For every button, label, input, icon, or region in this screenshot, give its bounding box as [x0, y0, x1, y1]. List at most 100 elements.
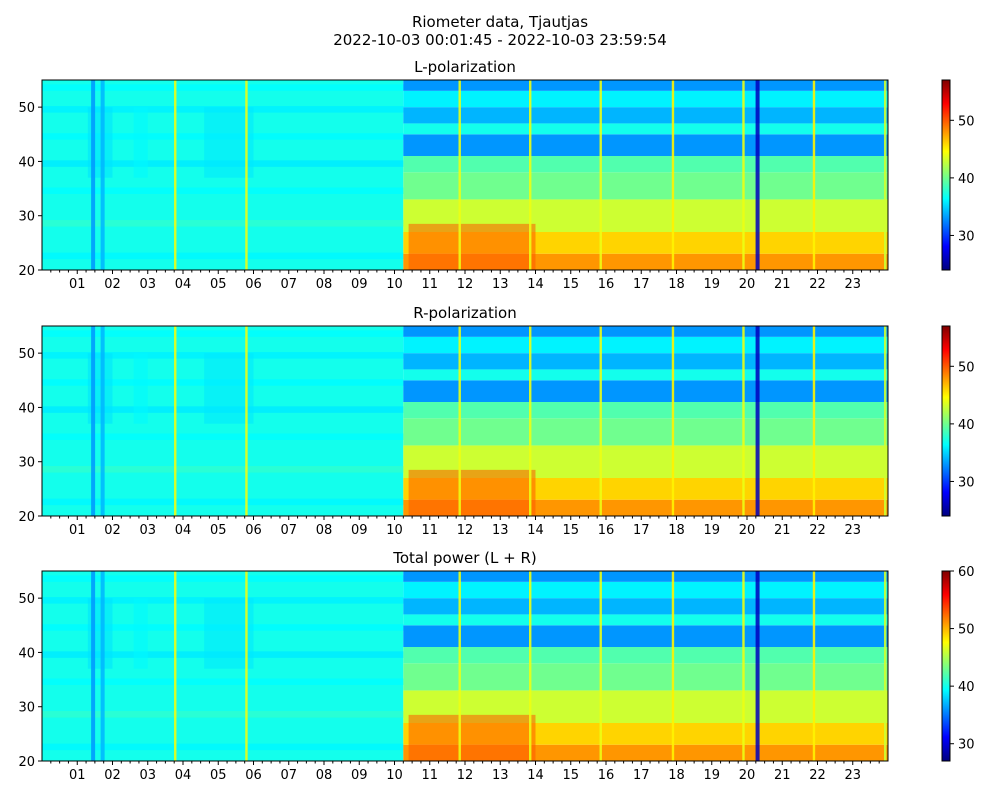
y-tick-label: 30 [18, 456, 35, 471]
heatmap-zone [408, 714, 536, 761]
heatmap-spike [812, 571, 816, 761]
x-tick-label: 15 [562, 277, 579, 292]
heatmap-band [403, 353, 888, 370]
heatmap-spike [458, 571, 461, 761]
heatmap-dip [755, 571, 760, 761]
x-tick-label: 10 [386, 523, 403, 538]
heatmap-spike [529, 571, 532, 761]
x-tick-label: 02 [104, 277, 121, 292]
x-tick-label: 10 [386, 277, 403, 292]
x-tick-label: 02 [104, 768, 121, 783]
heatmap-spike [812, 80, 816, 270]
heatmap-spike [245, 326, 248, 516]
x-tick-label: 22 [809, 768, 826, 783]
colorbar-tick-label: 50 [958, 114, 975, 129]
heatmap-spike [458, 80, 461, 270]
y-tick-label: 20 [18, 755, 35, 770]
heatmap-band [403, 123, 888, 135]
y-tick-label: 50 [18, 592, 35, 607]
heatmap-band [42, 220, 404, 227]
x-tick-label: 21 [774, 277, 791, 292]
colorbar-tick-label: 30 [958, 475, 975, 490]
x-tick-label: 23 [844, 768, 861, 783]
figure-title-line1: Riometer data, Tjautjas [412, 13, 588, 31]
x-tick-label: 08 [316, 768, 333, 783]
x-tick-label: 13 [492, 277, 509, 292]
heatmap-spike [812, 326, 816, 516]
x-tick-label: 07 [280, 523, 297, 538]
x-tick-label: 18 [668, 277, 685, 292]
heatmap-band [403, 598, 888, 615]
x-tick-label: 03 [139, 523, 156, 538]
panel-2: R-polarization 20 30 40 50 01 02 03 04 05 06 07 08 09… [18, 304, 974, 538]
y-tick-label: 40 [18, 401, 35, 416]
x-tick-label: 22 [809, 523, 826, 538]
heatmap-dip [755, 326, 760, 516]
colorbar-tick-label: 40 [958, 680, 975, 695]
x-tick-label: 19 [703, 277, 720, 292]
heatmap-band [403, 663, 888, 691]
heatmap-band [403, 172, 888, 200]
x-tick-label: 05 [210, 523, 227, 538]
heatmap-band [403, 369, 888, 381]
heatmap [42, 571, 888, 761]
heatmap-band [42, 252, 404, 260]
x-tick-label: 08 [316, 277, 333, 292]
heatmap-band [403, 380, 888, 402]
heatmap-zone [133, 353, 148, 424]
x-tick-label: 04 [175, 523, 192, 538]
colorbar-tick-label: 40 [958, 172, 975, 187]
heatmap-spike [245, 80, 248, 270]
heatmap-band [403, 418, 888, 446]
y-tick-label: 50 [18, 101, 35, 116]
heatmap-band [403, 614, 888, 626]
heatmap-spike [742, 326, 745, 516]
x-tick-label: 19 [703, 523, 720, 538]
x-tick-label: 12 [457, 768, 474, 783]
heatmap-band [403, 647, 888, 664]
y-tick-label: 30 [18, 210, 35, 225]
heatmap-spike [174, 80, 177, 270]
heatmap-spike [671, 571, 675, 761]
x-tick-label: 14 [527, 523, 544, 538]
x-tick-label: 06 [245, 523, 262, 538]
heatmap-band [42, 433, 404, 440]
heatmap-band [42, 743, 404, 751]
colorbar-tick-label: 30 [958, 229, 975, 244]
colorbar [941, 79, 951, 271]
x-tick-label: 14 [527, 768, 544, 783]
heatmap-zone [408, 469, 536, 516]
x-tick-label: 07 [280, 277, 297, 292]
x-tick-label: 12 [457, 277, 474, 292]
x-tick-label: 07 [280, 768, 297, 783]
x-tick-label: 13 [492, 523, 509, 538]
x-tick-label: 15 [562, 768, 579, 783]
x-tick-label: 17 [633, 523, 650, 538]
x-tick-label: 13 [492, 768, 509, 783]
x-tick-label: 01 [69, 523, 86, 538]
panels: L-polarization 20 30 40 50 01 02 03 04 05 06 07 08 09… [18, 58, 974, 783]
x-tick-label: 17 [633, 277, 650, 292]
heatmap-spike [883, 326, 887, 516]
heatmap-band [403, 326, 888, 337]
heatmap-dip [91, 326, 96, 516]
y-tick-label: 50 [18, 347, 35, 362]
heatmap-band [403, 581, 888, 599]
heatmap-spike [529, 80, 532, 270]
x-tick-label: 05 [210, 768, 227, 783]
x-tick-label: 12 [457, 523, 474, 538]
heatmap-band [42, 330, 404, 337]
heatmap-spike [671, 326, 675, 516]
x-tick-label: 20 [739, 277, 756, 292]
heatmap-zone [133, 598, 148, 669]
x-tick-label: 03 [139, 768, 156, 783]
x-tick-label: 23 [844, 277, 861, 292]
x-tick-label: 04 [175, 277, 192, 292]
colorbar-tick-label: 50 [958, 623, 975, 638]
panel-title: L-polarization [414, 58, 516, 76]
x-tick-label: 23 [844, 523, 861, 538]
colorbar-tick-label: 60 [958, 565, 975, 580]
heatmap-band [42, 678, 404, 685]
heatmap-dip [100, 80, 105, 270]
x-tick-label: 19 [703, 768, 720, 783]
